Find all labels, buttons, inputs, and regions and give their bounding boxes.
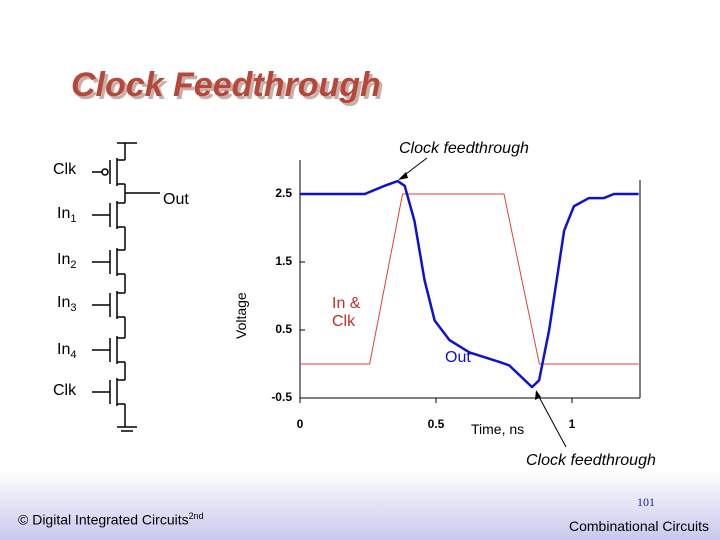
y-tick-label: -0.5 [271,390,292,404]
annotation: Clock feedthrough [399,140,529,157]
label-sub: 1 [70,213,77,226]
arrow [537,394,567,448]
label-sub: 2 [70,259,77,272]
arrowhead [535,390,541,400]
label-sub: 4 [70,349,77,362]
title: Clock Feedthrough [71,66,381,104]
x-tick-label: 0 [297,417,304,431]
footer-band [0,470,720,540]
page-number: 101 [637,495,655,509]
footer-section: Combinational Circuits [569,518,710,534]
footer-copyright: © Digital Integrated Circuits2nd [18,511,204,528]
y-tick-label: 2.5 [275,186,292,200]
title-shadow: Clock Feedthrough [74,69,384,107]
label-text: In [57,251,71,268]
chart: -0.5 0.5 1.5 2.5 0 0.5 1 [271,160,641,431]
circuit-label: In1 [57,205,76,225]
label-sub: 3 [70,302,77,315]
circuit-label: In4 [57,341,76,361]
series-label: In & Clk [332,295,361,330]
y-tick-label: 0.5 [275,322,292,336]
x-tick-label: 1 [569,417,576,431]
series-label: Out [445,349,471,366]
series-line [300,193,639,365]
annotation: Clock feedthrough [526,452,656,469]
y-axis-label: Voltage [233,292,249,339]
label-text: In [57,205,71,222]
circuit-label: Clk [53,382,77,399]
label-text: In [57,294,71,311]
arrowhead [398,172,408,180]
circuit-label: Clk [53,161,77,178]
copyright-sup: 2nd [188,511,204,521]
circuit [92,142,160,432]
copyright-text: © Digital Integrated Circuits [18,511,189,528]
circuit-label: Out [163,191,189,208]
x-axis-label: Time, ns [471,421,525,437]
circuit-label: In2 [57,251,76,271]
circuit-label: In3 [57,294,76,314]
x-tick-label: 0.5 [428,417,445,431]
label-text: In [57,341,71,358]
y-tick-label: 1.5 [275,254,292,268]
series-line [300,179,639,389]
